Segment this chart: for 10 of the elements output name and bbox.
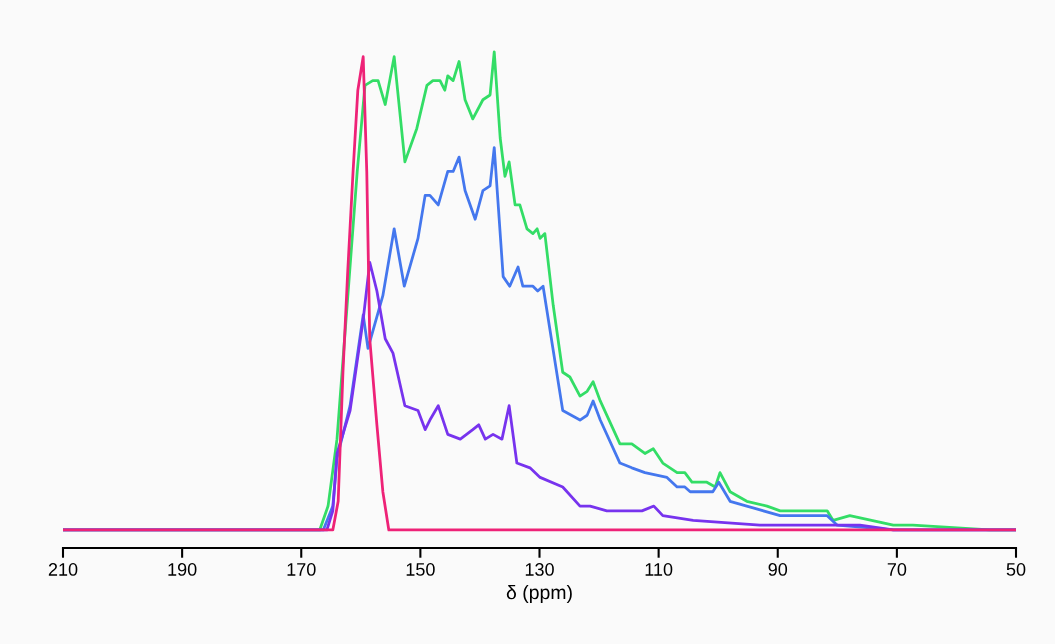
- x-tick-label: 210: [48, 563, 78, 576]
- x-tick-label: 150: [406, 563, 435, 576]
- x-tick-label: 170: [287, 563, 316, 576]
- x-tick-label: 90: [768, 563, 788, 576]
- x-axis-title: δ (ppm): [506, 584, 572, 604]
- x-tick-label: 70: [887, 563, 907, 576]
- x-tick-label: 110: [645, 563, 673, 576]
- x-tick-label: 50: [1006, 563, 1026, 576]
- x-tick-label: 130: [525, 563, 554, 576]
- x-tick-label: 190: [168, 563, 197, 576]
